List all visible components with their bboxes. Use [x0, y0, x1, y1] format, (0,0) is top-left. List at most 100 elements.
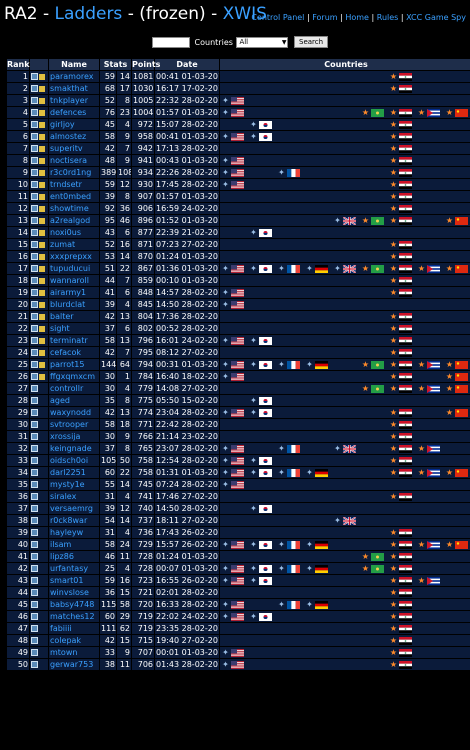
column-date[interactable]: Date — [155, 59, 220, 70]
countries-select[interactable]: All ▼ — [236, 36, 289, 48]
player-name-link[interactable]: fabiiii — [50, 624, 72, 633]
player-name-link[interactable]: aged — [50, 396, 70, 405]
allied-eagle-icon: ✦ — [222, 444, 229, 453]
player-name-link[interactable]: showtime — [50, 204, 89, 213]
points-cell: 1005 — [132, 95, 155, 106]
player-name-cell: cefacok — [49, 347, 99, 358]
country-flags: ✦ ★ ★ ★ ★ — [221, 107, 470, 118]
nav-control-panel[interactable]: Control Panel — [251, 13, 305, 22]
player-name-link[interactable]: ilsam — [50, 540, 72, 549]
nav-home[interactable]: Home — [345, 13, 369, 22]
player-icons — [30, 371, 48, 382]
allied-eagle-icon: ✦ — [222, 168, 229, 177]
player-name-link[interactable]: oidsch0oi — [50, 456, 89, 465]
player-name-link[interactable]: blurdclat — [50, 300, 86, 309]
player-name-link[interactable]: xxxprepxx — [50, 252, 92, 261]
player-name-link[interactable]: sight — [50, 324, 70, 333]
player-name-link[interactable]: noctisera — [50, 156, 88, 165]
rank-medal-icon — [39, 277, 45, 284]
player-name-link[interactable]: paramorex — [50, 72, 94, 81]
column-points[interactable]: Points — [132, 59, 161, 70]
player-name-link[interactable]: siralex — [50, 492, 77, 501]
player-name-link[interactable]: parrot15 — [50, 360, 85, 369]
player-name-link[interactable]: tupuducui — [50, 264, 91, 273]
player-name-link[interactable]: mysty1e — [50, 480, 85, 489]
player-name-link[interactable]: svtrooper — [50, 420, 89, 429]
player-name-link[interactable]: xrossija — [50, 432, 81, 441]
player-name-link[interactable]: colepak — [50, 636, 82, 645]
nav-rules[interactable]: Rules — [376, 13, 399, 22]
column-countries[interactable]: Countries — [220, 59, 470, 70]
player-name-link[interactable]: gerwar753 — [50, 660, 94, 669]
player-name-link[interactable]: smakthat — [50, 84, 88, 93]
player-icons — [30, 647, 48, 658]
xwis-link[interactable]: XWIS — [222, 4, 267, 24]
player-name-link[interactable]: defences — [50, 108, 87, 117]
losses-cell: 13 — [117, 335, 132, 346]
ladder-table: Rank Name Stats Points Date Countries 1 p… — [6, 58, 470, 671]
player-name-link[interactable]: almostez — [50, 132, 87, 141]
player-name-link[interactable]: waxynodd — [50, 408, 92, 417]
country-flags: ✦ — [221, 95, 470, 106]
player-name-link[interactable]: lipz86 — [50, 552, 74, 561]
time-value: 22:32 — [156, 96, 180, 105]
losses-cell: 14 — [117, 71, 132, 82]
player-badge-icon — [31, 133, 38, 140]
player-name-link[interactable]: winvslose — [50, 588, 89, 597]
player-name-link[interactable]: r3c0rd1ng — [50, 168, 92, 177]
title-mid: - (frozen) - — [122, 4, 223, 24]
points-cell: 719 — [132, 611, 155, 622]
soviet-star-icon: ★ — [389, 348, 398, 357]
search-button[interactable]: Search — [294, 36, 329, 48]
player-badge-icon — [31, 265, 38, 272]
player-name-link[interactable]: hayleyw — [50, 528, 84, 537]
player-name-link[interactable]: controllr — [50, 384, 84, 393]
column-name[interactable]: Name — [49, 59, 99, 70]
player-name-link[interactable]: trndsetr — [50, 180, 82, 189]
player-name-link[interactable]: a2realgod — [50, 216, 91, 225]
ladders-link[interactable]: Ladders — [54, 4, 123, 24]
player-icons — [30, 515, 48, 526]
player-name-link[interactable]: airarmy1 — [50, 288, 87, 297]
player-name-link[interactable]: keingnade — [50, 444, 92, 453]
player-name-link[interactable]: terminatr — [50, 336, 88, 345]
column-stats[interactable]: Stats — [100, 59, 132, 70]
points-cell: 721 — [132, 587, 155, 598]
player-name-link[interactable]: zumat — [50, 240, 76, 249]
search-input[interactable] — [152, 36, 190, 48]
soviet-star-icon: ★ — [361, 216, 370, 225]
player-name-link[interactable]: matches12 — [50, 612, 95, 621]
column-rank[interactable]: Rank — [7, 59, 30, 70]
time-value: 17:45 — [156, 180, 180, 189]
allied-eagle-icon: ✦ — [222, 360, 229, 369]
points-cell: 784 — [132, 371, 155, 382]
player-name-link[interactable]: noxi0us — [50, 228, 82, 237]
player-name-link[interactable]: darl2251 — [50, 468, 86, 477]
player-name-link[interactable]: girljoy — [50, 120, 75, 129]
player-name-link[interactable]: smart01 — [50, 576, 84, 585]
player-badge-icon — [31, 253, 38, 260]
player-name-link[interactable]: wannaroll — [50, 276, 89, 285]
player-name-link[interactable]: superitv — [50, 144, 83, 153]
player-name-link[interactable]: cefacok — [50, 348, 81, 357]
player-name-link[interactable]: versaemrg — [50, 504, 93, 513]
player-name-link[interactable]: r0ck8war — [50, 516, 88, 525]
player-name-link[interactable]: ent0mbed — [50, 192, 92, 201]
player-name-link[interactable]: tnkplayer — [50, 96, 88, 105]
player-name-link[interactable]: babsy4748 — [50, 600, 95, 609]
rank-medal-icon — [39, 373, 45, 380]
date-value: 28-02-2010 — [181, 444, 219, 453]
player-name-link[interactable]: balter — [50, 312, 74, 321]
losses-cell: 4 — [117, 119, 132, 130]
player-name-cell: blurdclat — [49, 299, 99, 310]
nav-xcc-game-spy[interactable]: XCC Game Spy — [406, 13, 466, 22]
player-name-link[interactable]: urfantasy — [50, 564, 89, 573]
nav-forum[interactable]: Forum — [312, 13, 338, 22]
player-name-link[interactable]: ffgxqmxcm — [50, 372, 95, 381]
player-name-link[interactable]: mtown — [50, 648, 78, 657]
countries-cell: ★ — [220, 275, 470, 286]
country-flags: ✦ ✦ ★ — [221, 335, 470, 346]
